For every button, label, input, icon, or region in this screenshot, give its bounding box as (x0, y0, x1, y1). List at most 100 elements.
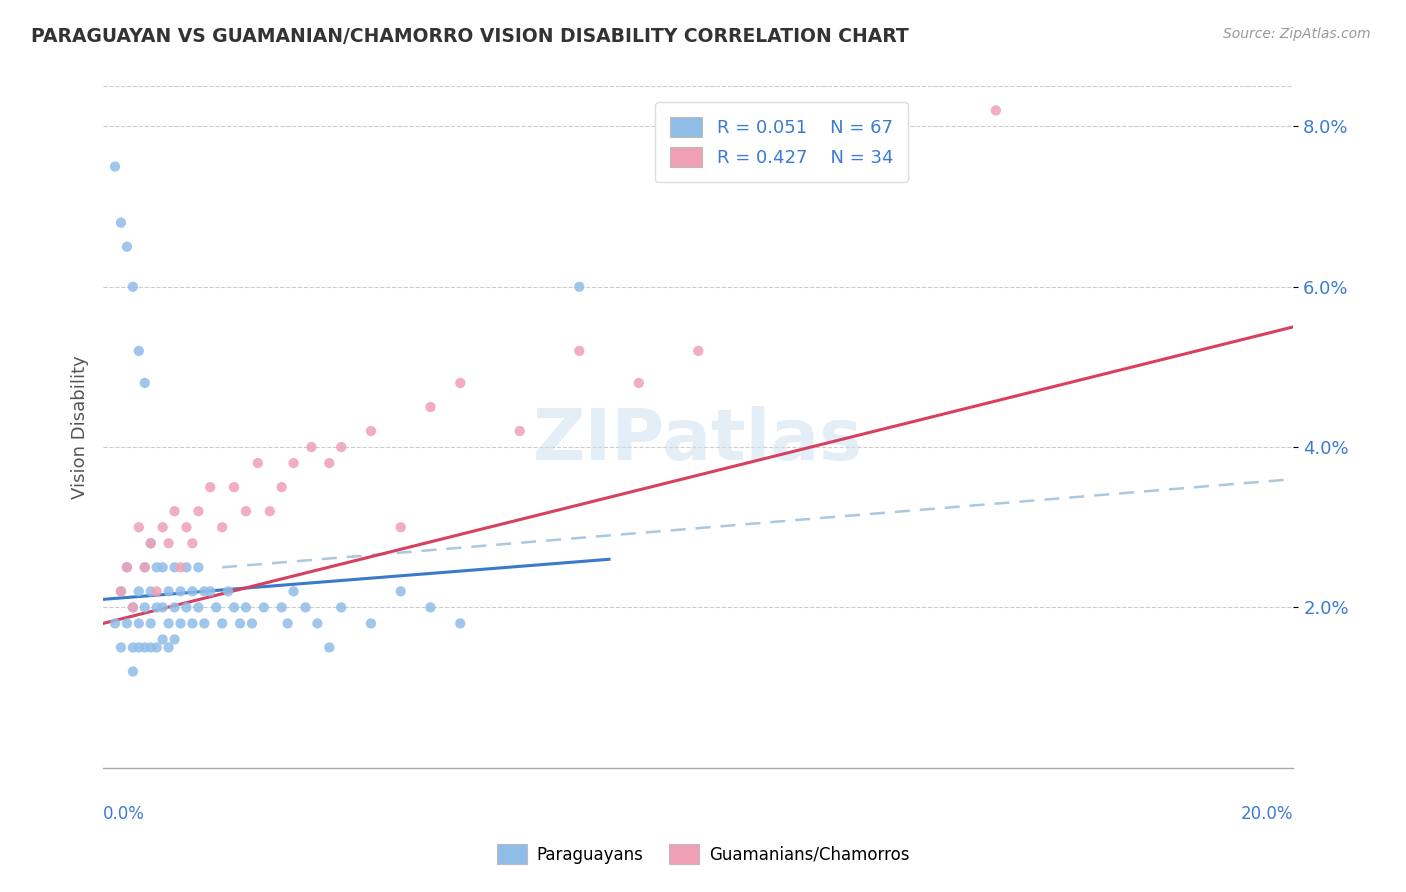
Point (627, 376, 650, 390)
Point (128, 640, 150, 655)
Point (187, 560, 209, 574)
Point (246, 456, 269, 470)
Point (110, 640, 132, 655)
Point (419, 400, 441, 414)
Point (449, 616, 471, 631)
Point (134, 600, 156, 615)
Point (283, 584, 305, 599)
Point (134, 560, 156, 574)
Point (176, 520, 198, 534)
Point (318, 640, 340, 655)
Point (169, 584, 191, 599)
Point (235, 600, 257, 615)
Point (235, 504, 257, 518)
Point (419, 600, 441, 615)
Point (104, 616, 127, 631)
Point (169, 560, 191, 574)
Point (330, 600, 353, 615)
Point (139, 640, 162, 655)
Point (122, 600, 145, 615)
Point (128, 616, 150, 631)
Point (187, 600, 209, 615)
Point (449, 376, 471, 390)
Point (110, 584, 132, 599)
Point (200, 584, 222, 599)
Text: ZIPatlas: ZIPatlas (533, 406, 863, 475)
Point (128, 343, 150, 358)
Point (128, 520, 150, 534)
Point (163, 600, 186, 615)
Point (688, 343, 710, 358)
Point (283, 456, 305, 470)
Y-axis label: Vision Disability: Vision Disability (72, 355, 89, 499)
Point (139, 536, 162, 550)
Point (122, 600, 145, 615)
Point (307, 616, 329, 631)
Point (360, 424, 382, 438)
Point (389, 520, 412, 534)
Point (270, 480, 292, 494)
Point (115, 240, 138, 254)
Point (229, 616, 252, 631)
Point (145, 640, 167, 655)
Point (139, 536, 162, 550)
Point (157, 616, 180, 631)
Point (157, 584, 180, 599)
Point (984, 103, 1007, 118)
Point (294, 600, 316, 615)
Point (240, 616, 263, 631)
Point (270, 600, 292, 615)
Point (360, 616, 382, 631)
Point (115, 560, 138, 574)
Point (122, 665, 145, 679)
Text: Source: ZipAtlas.com: Source: ZipAtlas.com (1223, 27, 1371, 41)
Point (181, 616, 204, 631)
Text: PARAGUAYAN VS GUAMANIAN/CHAMORRO VISION DISABILITY CORRELATION CHART: PARAGUAYAN VS GUAMANIAN/CHAMORRO VISION … (31, 27, 908, 45)
Point (163, 632, 186, 647)
Point (163, 560, 186, 574)
Point (222, 480, 245, 494)
Point (277, 616, 299, 631)
Point (318, 456, 340, 470)
Point (211, 520, 233, 534)
Point (169, 616, 191, 631)
Point (181, 536, 204, 550)
Point (115, 560, 138, 574)
Point (152, 560, 174, 574)
Text: 20.0%: 20.0% (1241, 805, 1294, 823)
Point (301, 440, 323, 454)
Point (145, 600, 167, 615)
Point (110, 216, 132, 230)
Point (163, 504, 186, 518)
Point (217, 584, 239, 599)
Point (115, 616, 138, 631)
Text: 0.0%: 0.0% (103, 805, 145, 823)
Point (134, 376, 156, 390)
Point (568, 279, 591, 293)
Point (128, 584, 150, 599)
Point (568, 343, 591, 358)
Point (134, 560, 156, 574)
Point (222, 600, 245, 615)
Point (193, 584, 215, 599)
Point (134, 640, 156, 655)
Point (176, 560, 198, 574)
Point (145, 584, 167, 599)
Point (253, 600, 276, 615)
Point (509, 424, 531, 438)
Point (176, 600, 198, 615)
Point (389, 584, 412, 599)
Legend: R = 0.051    N = 67, R = 0.427    N = 34: R = 0.051 N = 67, R = 0.427 N = 34 (655, 103, 908, 182)
Point (152, 632, 174, 647)
Point (200, 480, 222, 494)
Point (122, 279, 145, 293)
Point (152, 520, 174, 534)
Point (157, 640, 180, 655)
Point (104, 160, 127, 174)
Point (211, 616, 233, 631)
Point (193, 616, 215, 631)
Point (259, 504, 281, 518)
Point (157, 536, 180, 550)
Point (122, 640, 145, 655)
Point (330, 440, 353, 454)
